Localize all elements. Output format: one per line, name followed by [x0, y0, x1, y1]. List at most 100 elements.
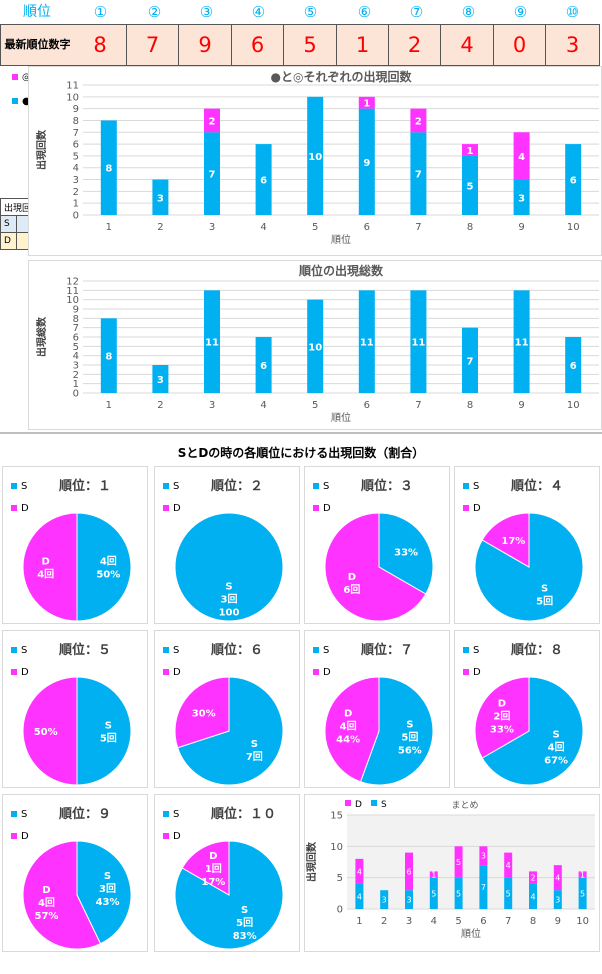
- summary-legend-d-icon: [345, 800, 351, 806]
- pie-label-d: 17%: [501, 536, 525, 547]
- pie-svg: S5回 56% D4回 44%: [324, 676, 434, 786]
- y-tick-label: 5: [73, 151, 79, 162]
- legend-swatch-icon: [463, 669, 469, 675]
- summary-bar-s: [355, 883, 364, 909]
- bar-total: [410, 290, 427, 393]
- pie-label-s: S: [251, 739, 258, 750]
- summary-bar-d: [454, 846, 463, 878]
- bar-circle-label: 6: [260, 176, 267, 187]
- bar-double: [410, 108, 427, 133]
- x-tick-label: 3: [209, 400, 215, 411]
- y-tick-label: 6: [73, 140, 79, 151]
- bar-circle-label: 9: [363, 158, 370, 169]
- y-tick-label: 2: [73, 187, 79, 198]
- x-tick-label: 2: [381, 916, 387, 927]
- x-axis-title: 順位: [331, 411, 351, 424]
- y-tick-label: 1: [73, 379, 79, 390]
- summary-bar-d: [479, 846, 488, 866]
- pie-label-s: 5回: [401, 731, 418, 743]
- pie-legend-label: D: [323, 503, 331, 514]
- bar-double: [462, 144, 478, 156]
- y-axis-title: 出現回数: [35, 129, 48, 170]
- x-tick-label: 1: [356, 916, 362, 927]
- y-tick-label: 6: [73, 333, 79, 344]
- bar-total: [255, 337, 272, 393]
- summary-bar-s: [504, 877, 513, 909]
- bar-circle: [565, 144, 582, 215]
- x-tick-label: 9: [555, 916, 561, 927]
- summary-bar-d-label: 4: [555, 874, 560, 883]
- pie-panel: 順位：４ S D S 5回 17%: [454, 466, 600, 624]
- pie-slice-s: [174, 512, 284, 622]
- latest-digit-7: 2: [389, 24, 441, 66]
- summary-bar-s: [380, 890, 389, 909]
- pie-slice-s: [359, 676, 434, 786]
- pie-legend-label: S: [323, 645, 330, 656]
- pie-label-d: 1回: [205, 863, 222, 875]
- pie-legend-d: D: [163, 503, 181, 514]
- bar-total-label: 11: [360, 338, 374, 349]
- pie-legend-s: S: [163, 481, 179, 492]
- x-tick-label: 4: [431, 916, 437, 927]
- x-tick-label: 6: [364, 400, 370, 411]
- bar-double-label: 4: [518, 152, 525, 163]
- summary-bar-s-label: 7: [481, 883, 486, 892]
- pie-label-s: 33%: [394, 547, 418, 558]
- pie-slice-s: [76, 840, 132, 945]
- y-tick-label: 5: [337, 873, 343, 884]
- x-tick-label: 10: [576, 916, 589, 927]
- summary-bar-s-label: 3: [382, 896, 387, 905]
- pie-legend-label: S: [21, 809, 28, 820]
- x-tick-label: 5: [312, 400, 318, 411]
- pie-label-s: 50%: [96, 570, 120, 581]
- pie-legend-label: S: [473, 645, 480, 656]
- pie-legend-label: D: [473, 667, 481, 678]
- x-tick-label: 7: [505, 916, 511, 927]
- pie-label-s: 4回: [100, 556, 117, 568]
- pie-label-s: S: [241, 905, 248, 916]
- y-tick-label: 7: [73, 128, 79, 139]
- pie-title: 順位：５: [59, 643, 112, 658]
- pie-label-s: 5回: [236, 917, 253, 929]
- bar-total-label: 11: [515, 338, 529, 349]
- latest-digit-10: 3: [546, 24, 600, 66]
- pie-legend-label: S: [173, 481, 180, 492]
- section-divider: [0, 432, 602, 434]
- pie-label-d: 4回: [37, 569, 54, 581]
- pie-title: 順位：３: [361, 479, 414, 494]
- bar-total-label: 7: [467, 356, 474, 367]
- pie-label-s: 4回: [548, 742, 565, 754]
- summary-bar-d-label: 4: [506, 861, 511, 870]
- bar-circle: [307, 96, 324, 215]
- pie-legend-label: S: [323, 481, 330, 492]
- pie-legend-d: D: [313, 667, 331, 678]
- pie-svg: S5回 50%: [22, 676, 132, 786]
- summary-bar-d-label: 4: [357, 867, 362, 876]
- pie-slice-d: [22, 512, 78, 622]
- x-tick-label: 3: [406, 916, 412, 927]
- x-tick-label: 2: [157, 400, 163, 411]
- mini-table-d-key: D: [0, 232, 18, 250]
- y-tick-label: 4: [73, 163, 79, 174]
- bar-total-label: 6: [570, 361, 577, 372]
- bar-total: [358, 290, 375, 393]
- pie-label-s: 5回: [100, 733, 117, 745]
- pie-label-s: 3回: [221, 593, 238, 605]
- rank-header-9: ⑨: [513, 3, 528, 21]
- pie-slice-d: [474, 676, 530, 759]
- pie-label-d: 44%: [336, 735, 360, 746]
- pie-label-d: D: [344, 709, 352, 720]
- summary-bar-s: [429, 877, 438, 909]
- y-tick-label: 10: [66, 92, 79, 103]
- pie-svg: S7回 30%: [174, 676, 284, 786]
- y-tick-label: 0: [337, 905, 343, 916]
- x-tick-label: 6: [364, 222, 370, 233]
- legend-swatch-icon: [11, 505, 17, 511]
- bar-circle: [100, 120, 117, 215]
- summary-bar-s-label: 5: [506, 889, 511, 898]
- plot-area: [347, 815, 595, 909]
- summary-bar-d: [429, 871, 438, 878]
- chart-title: 順位の出現総数: [298, 263, 384, 278]
